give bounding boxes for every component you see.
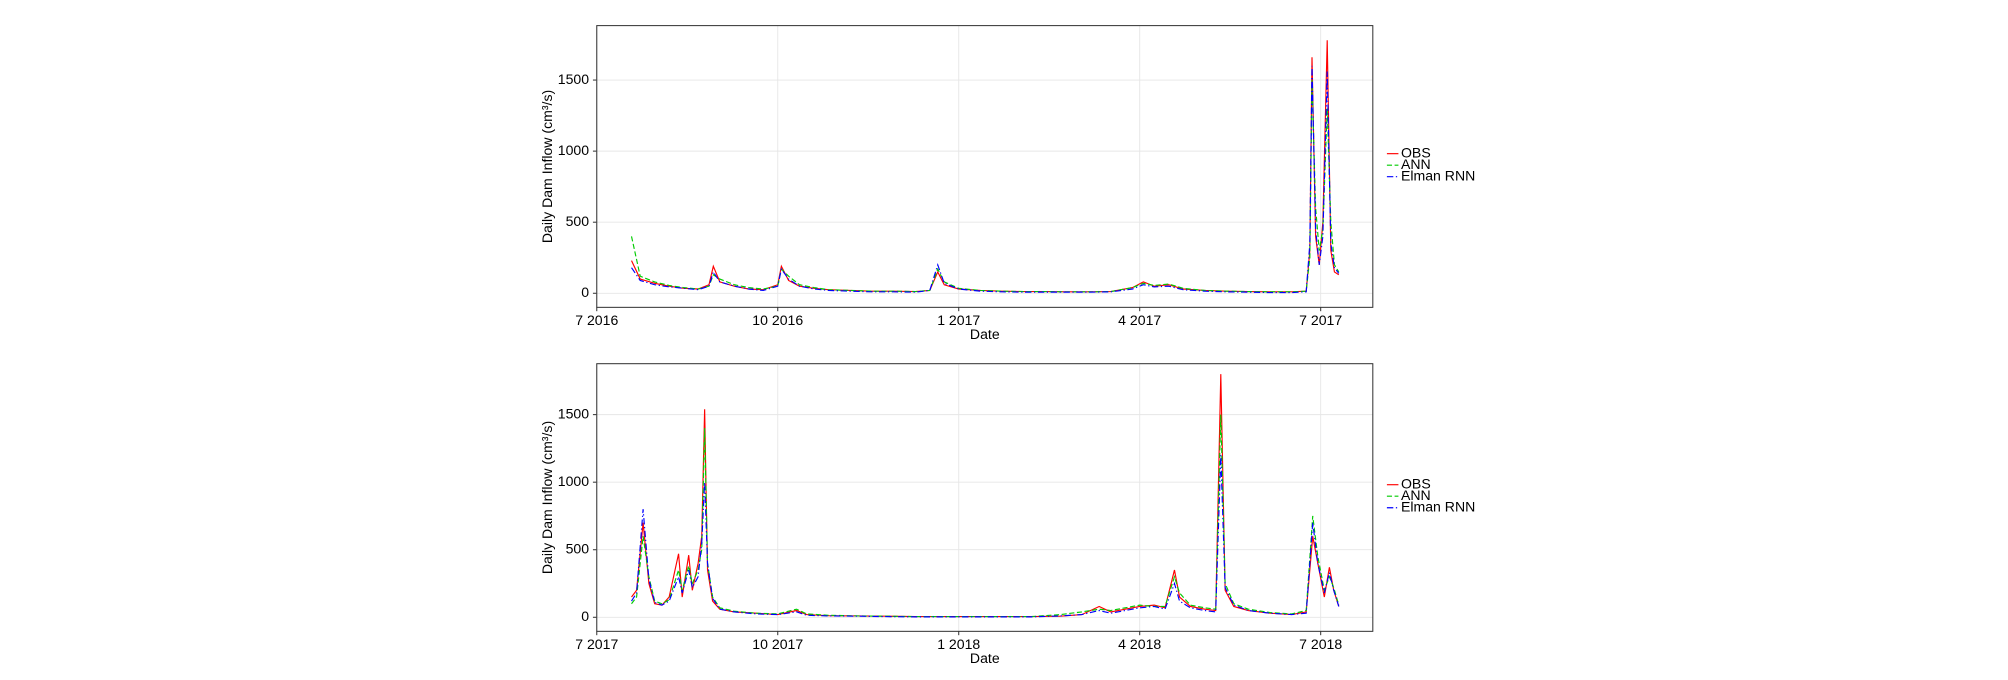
x-tick-label: 4 2018	[1118, 636, 1161, 652]
x-tick-label: 10 2017	[752, 636, 803, 652]
legend-label: Elman RNN	[1401, 498, 1475, 514]
x-tick-label: 1 2018	[937, 636, 980, 652]
y-axis-label: Daily Dam Inflow (cm³/s)	[539, 90, 555, 243]
x-axis-label: Date	[970, 650, 1000, 666]
plot-frame	[596, 25, 1374, 308]
series-line	[631, 414, 1340, 618]
x-tick-label: 1 2017	[937, 312, 980, 328]
legend-label: OBS	[1401, 144, 1431, 160]
y-tick-label: 1500	[558, 71, 589, 87]
y-tick-label: 0	[581, 608, 589, 624]
x-tick-label: 7 2017	[575, 636, 618, 652]
y-tick-label: 1500	[558, 405, 589, 421]
plot-background	[596, 363, 1373, 632]
series-line	[631, 65, 1340, 294]
panel: 0 500 1000 1500 7 2016 10 2016 1 2017 4 2017 7 2…	[539, 25, 1475, 342]
legend-label: OBS	[1401, 475, 1431, 491]
legend-label: Elman RNN	[1401, 167, 1475, 183]
panel: 0 500 1000 1500 7 2017 10 2017 1 2018 4 2018 7 2…	[539, 363, 1475, 666]
y-axis-label: Daily Dam Inflow (cm³/s)	[539, 421, 555, 574]
plot-background	[596, 25, 1373, 308]
y-tick-label: 500	[566, 213, 590, 229]
x-tick-label: 7 2017	[1299, 312, 1342, 328]
y-tick-label: 1000	[558, 473, 589, 489]
y-tick-label: 500	[566, 540, 590, 556]
x-tick-label: 4 2017	[1118, 312, 1161, 328]
legend-label: ANN	[1401, 487, 1431, 503]
y-tick-label: 1000	[558, 142, 589, 158]
legend-label: ANN	[1401, 156, 1431, 172]
y-tick-label: 0	[581, 284, 589, 300]
plot-frame	[596, 363, 1374, 632]
x-tick-label: 7 2016	[575, 312, 618, 328]
x-axis-label: Date	[970, 326, 1000, 342]
series-line	[631, 455, 1340, 618]
x-tick-label: 10 2016	[752, 312, 803, 328]
x-tick-label: 7 2018	[1299, 636, 1342, 652]
